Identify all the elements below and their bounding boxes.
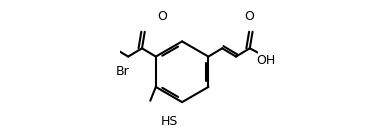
Text: HS: HS (160, 115, 178, 128)
Text: O: O (157, 10, 167, 23)
Text: OH: OH (256, 54, 275, 67)
Text: Br: Br (116, 65, 129, 78)
Text: O: O (244, 10, 254, 23)
